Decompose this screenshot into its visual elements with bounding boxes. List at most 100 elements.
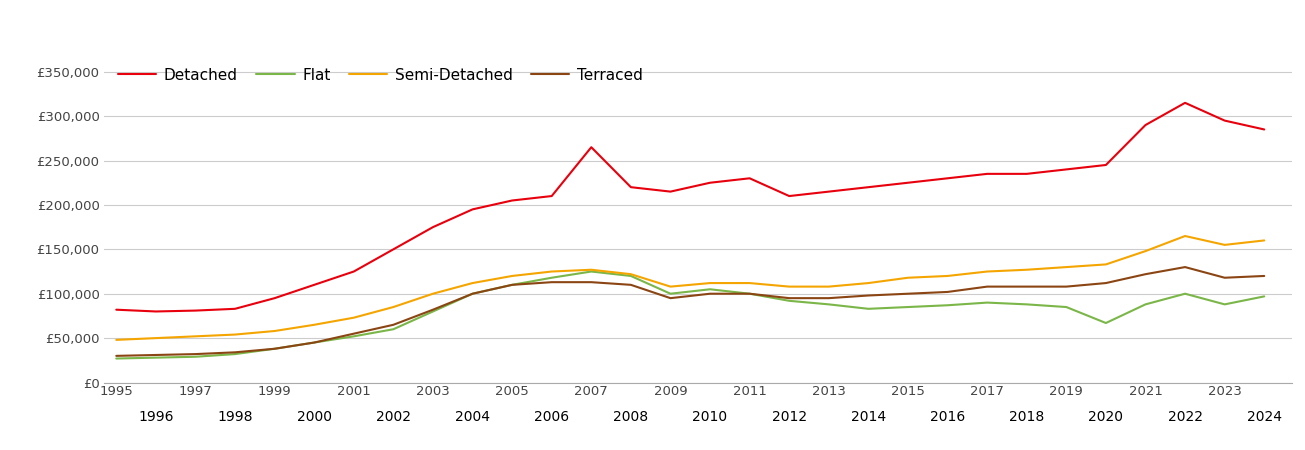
Semi-Detached xyxy=(385,304,401,310)
Terraced xyxy=(1138,271,1154,277)
Terraced xyxy=(504,282,519,288)
Semi-Detached xyxy=(782,284,797,289)
Flat xyxy=(266,346,282,351)
Flat xyxy=(385,327,401,332)
Semi-Detached xyxy=(1177,233,1193,238)
Detached xyxy=(782,194,797,199)
Flat xyxy=(1019,302,1035,307)
Detached xyxy=(741,176,757,181)
Semi-Detached xyxy=(860,280,876,286)
Detached xyxy=(940,176,955,181)
Detached xyxy=(860,184,876,190)
Detached xyxy=(1058,166,1074,172)
Detached xyxy=(1177,100,1193,106)
Flat xyxy=(782,298,797,303)
Detached xyxy=(583,144,599,150)
Flat xyxy=(307,340,322,345)
Semi-Detached xyxy=(425,291,441,297)
Terraced xyxy=(940,289,955,295)
Flat xyxy=(663,291,679,297)
Flat xyxy=(979,300,994,305)
Detached xyxy=(702,180,718,185)
Terraced xyxy=(702,291,718,297)
Terraced xyxy=(227,350,243,355)
Semi-Detached xyxy=(544,269,560,274)
Detached xyxy=(821,189,837,194)
Terraced xyxy=(622,282,638,288)
Flat xyxy=(741,291,757,297)
Semi-Detached xyxy=(979,269,994,274)
Detached xyxy=(663,189,679,194)
Flat xyxy=(1216,302,1232,307)
Terraced xyxy=(1098,280,1113,286)
Line: Flat: Flat xyxy=(116,271,1265,359)
Terraced xyxy=(1257,273,1272,279)
Terraced xyxy=(147,352,163,358)
Detached xyxy=(108,307,124,312)
Detached xyxy=(346,269,361,274)
Flat xyxy=(1257,294,1272,299)
Flat xyxy=(147,355,163,360)
Semi-Detached xyxy=(227,332,243,337)
Line: Terraced: Terraced xyxy=(116,267,1265,356)
Terraced xyxy=(425,307,441,312)
Line: Semi-Detached: Semi-Detached xyxy=(116,236,1265,340)
Flat xyxy=(821,302,837,307)
Terraced xyxy=(821,296,837,301)
Semi-Detached xyxy=(307,322,322,328)
Semi-Detached xyxy=(1216,242,1232,248)
Terraced xyxy=(188,351,204,357)
Detached xyxy=(307,282,322,288)
Flat xyxy=(1098,320,1113,326)
Detached xyxy=(544,194,560,199)
Detached xyxy=(266,296,282,301)
Semi-Detached xyxy=(1257,238,1272,243)
Semi-Detached xyxy=(465,280,480,286)
Terraced xyxy=(663,296,679,301)
Detached xyxy=(465,207,480,212)
Terraced xyxy=(1058,284,1074,289)
Flat xyxy=(900,304,916,310)
Terraced xyxy=(1216,275,1232,280)
Terraced xyxy=(1177,265,1193,270)
Semi-Detached xyxy=(1019,267,1035,272)
Terraced xyxy=(979,284,994,289)
Semi-Detached xyxy=(741,280,757,286)
Detached xyxy=(622,184,638,190)
Flat xyxy=(622,273,638,279)
Detached xyxy=(1098,162,1113,168)
Terraced xyxy=(346,331,361,336)
Semi-Detached xyxy=(1058,265,1074,270)
Flat xyxy=(544,275,560,280)
Terraced xyxy=(465,291,480,297)
Detached xyxy=(1216,118,1232,123)
Flat xyxy=(860,306,876,311)
Flat xyxy=(702,287,718,292)
Detached xyxy=(385,247,401,252)
Semi-Detached xyxy=(108,337,124,342)
Flat xyxy=(1058,304,1074,310)
Detached xyxy=(147,309,163,314)
Flat xyxy=(940,302,955,308)
Terraced xyxy=(544,279,560,285)
Line: Detached: Detached xyxy=(116,103,1265,311)
Detached xyxy=(1138,122,1154,128)
Semi-Detached xyxy=(188,333,204,339)
Detached xyxy=(227,306,243,311)
Semi-Detached xyxy=(266,328,282,334)
Terraced xyxy=(860,293,876,298)
Detached xyxy=(900,180,916,185)
Semi-Detached xyxy=(622,271,638,277)
Detached xyxy=(1019,171,1035,176)
Semi-Detached xyxy=(1138,248,1154,254)
Flat xyxy=(108,356,124,361)
Terraced xyxy=(385,322,401,328)
Flat xyxy=(346,333,361,339)
Semi-Detached xyxy=(900,275,916,280)
Semi-Detached xyxy=(147,335,163,341)
Semi-Detached xyxy=(1098,262,1113,267)
Flat xyxy=(465,291,480,297)
Terraced xyxy=(741,291,757,297)
Flat xyxy=(188,354,204,360)
Flat xyxy=(227,351,243,357)
